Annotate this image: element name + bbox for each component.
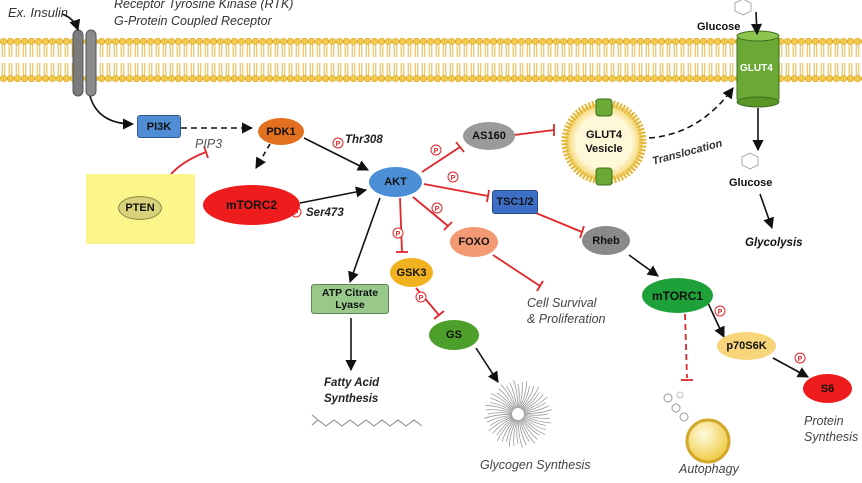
arrow-p70s6k-s6 [772,357,809,378]
autophagy-label: Autophagy [679,462,739,476]
fatty-acid-chain-icon [311,414,423,427]
pip3-label: PIP3 [195,137,223,151]
arrow-akt-acl [348,197,381,284]
cell-membrane [0,38,862,82]
svg-text:P: P [294,210,299,217]
phospho-icon: P [431,202,443,214]
inhibit-tsc-rheb [535,212,583,233]
thr308-label: Thr308 [345,134,383,146]
svg-text:P: P [336,141,341,148]
glycolysis-label: Glycolysis [745,237,803,249]
arrow-mtorc1-p70s6k [707,302,725,339]
glut4-vesicle-label: GLUT4 Vesicle [574,124,634,160]
glycogen-granule-icon [484,380,552,448]
glut4-vesicle-line1: GLUT4 [585,129,623,141]
tsc12-node: TSC1/2 [492,190,538,214]
rtk-label: Receptor Tyrosine Kinase (RTK) [114,0,294,11]
p70s6k-node: p70S6K [717,332,776,360]
fatty-acid-label: Fatty Acid [324,377,380,389]
inhibit-mtorc1-autophagy [684,313,688,379]
gpcr-label: G-Protein Coupled Receptor [114,14,272,28]
svg-text:P: P [434,148,439,155]
cell-survival-label: Cell Survival [527,296,597,310]
protein-synthesis-label: Synthesis [804,430,859,444]
atp-citrate-line2: Lyase [335,299,365,311]
svg-text:P: P [419,295,424,302]
gs-node: GS [429,320,479,350]
phospho-icon: P [332,137,344,149]
arrow-rtk-pi3k [89,95,135,130]
svg-text:P: P [718,309,723,316]
rheb-node: Rheb [582,226,630,255]
svg-text:P: P [451,175,456,182]
inhibit-akt-foxo [412,196,449,227]
proliferation-label: & Proliferation [527,312,606,326]
svg-text:P: P [435,206,440,213]
ser473-label: Ser473 [306,207,344,219]
arrow-insulin-rtk [61,13,81,32]
svg-text:P: P [396,231,401,238]
phospho-icon: P [794,352,806,364]
arrow-glucose-glycolysis [759,193,774,230]
arrow-pdk1-mtorc2 [255,143,271,169]
glucose-mid-label: Glucose [729,177,773,189]
phospho-markers: P P P P P P P P P [290,137,806,364]
mtorc1-node: mTORC1 [642,278,713,313]
inhibit-foxo-survival [492,254,541,287]
ex-insulin-label: Ex. Insulin [8,5,68,20]
activation-arrows [61,11,809,383]
foxo-node: FOXO [450,227,498,257]
s6-node: S6 [803,374,852,403]
svg-text:P: P [798,356,803,363]
arrow-glucose-in [750,11,763,36]
inhibit-akt-as160 [421,146,461,173]
phospho-icon: P [447,171,459,183]
fatty-acid-synthesis-label: Synthesis [324,393,379,405]
akt-node: AKT [369,167,422,197]
mtorc2-node: mTORC2 [203,185,300,225]
autophagy-icon [663,391,731,464]
pi3k-node: PI3K [137,115,181,138]
glut4-channel-label: GLUT4 [740,63,773,74]
phospho-icon: P [430,144,442,156]
arrow-vesicle-glut4 [648,87,734,139]
glucose-top-label: Glucose [697,21,741,33]
phospho-icon: P [714,305,726,317]
inhibition-lines [161,124,693,381]
atp-citrate-lyase-node: ATP Citrate Lyase [311,284,389,314]
glucose-molecule-icon [734,0,759,170]
glut4-vesicle-icon [561,98,647,186]
inhibit-as160-vesicle [513,129,555,136]
gsk3-node: GSK3 [390,258,433,287]
inhibit-akt-gsk3 [399,197,403,253]
arrow-gs-glycogen [475,347,499,383]
glut4-vesicle-line2: Vesicle [585,143,623,155]
arrow-mtorc2-akt [299,186,368,204]
pten-node: PTEN [118,196,162,220]
atp-citrate-line1: ATP Citrate [321,287,379,299]
glycogen-synthesis-label: Glycogen Synthesis [480,458,591,472]
as160-node: AS160 [463,122,515,150]
pdk1-node: PDK1 [258,118,304,145]
protein-label: Protein [804,414,844,428]
inhibit-akt-tsc [423,183,489,197]
arrow-pdk1-akt [303,137,370,171]
arrow-rheb-mtorc1 [628,254,659,277]
phospho-icon: P [415,291,427,303]
glut4-channel-icon [736,30,780,108]
phospho-icon: P [392,227,404,239]
